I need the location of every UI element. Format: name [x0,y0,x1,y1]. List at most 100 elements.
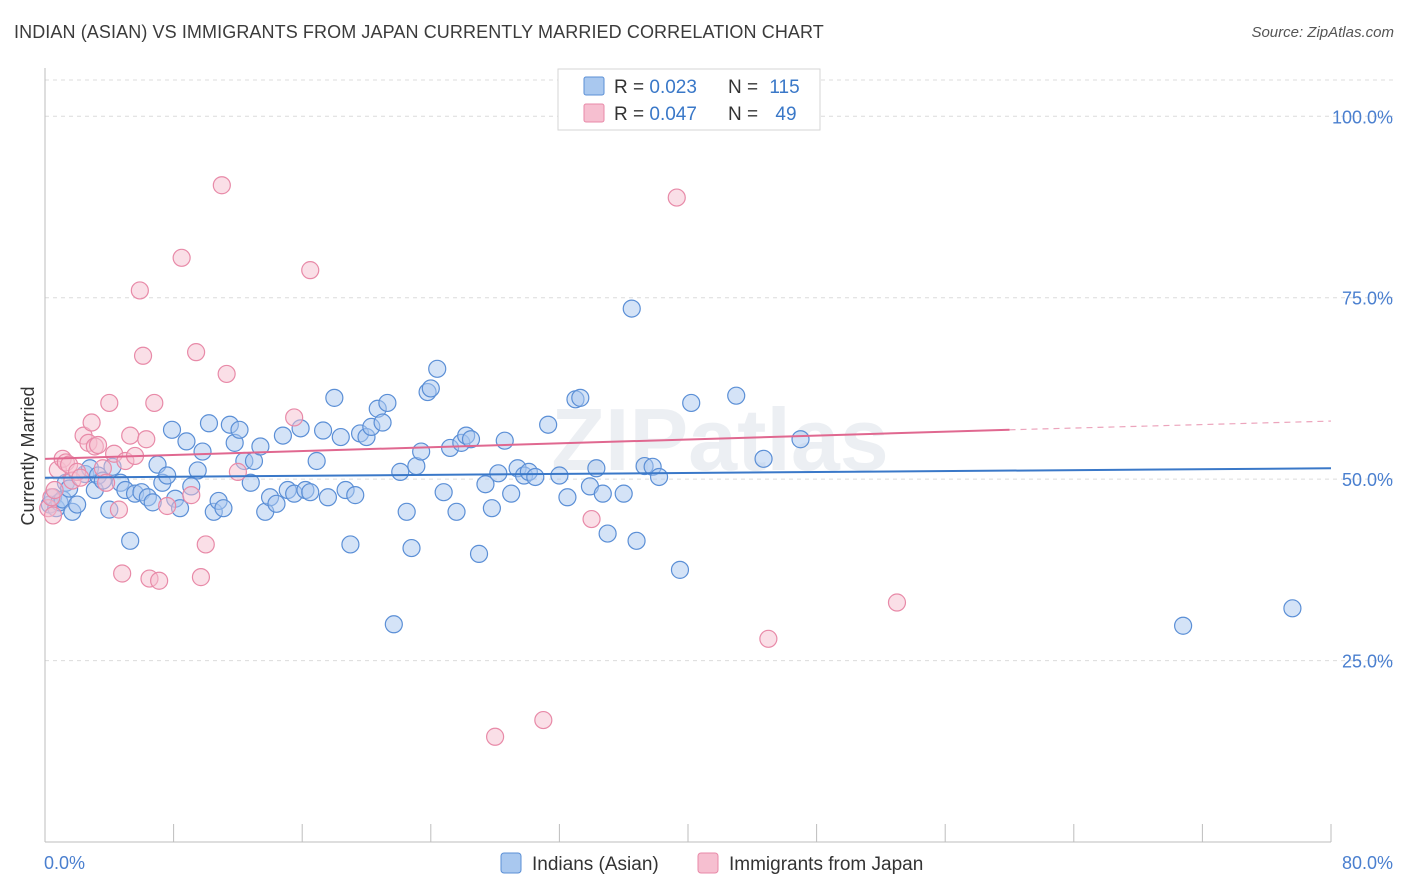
point-indians-asian [447,502,466,521]
point-indians-asian [1174,616,1193,635]
point-immigrants-japan [150,571,169,590]
point-indians-asian [1283,599,1302,618]
point-immigrants-japan [88,435,108,455]
svg-text:N = 115: N = 115 [728,77,800,98]
point-immigrants-japan [191,568,211,587]
point-immigrants-japan [82,413,101,432]
point-indians-asian [318,488,338,507]
point-indians-asian [121,531,140,550]
point-indians-asian [313,421,333,440]
point-indians-asian [476,475,495,494]
grid-lines [45,79,1393,662]
point-indians-asian [428,359,447,378]
point-indians-asian [670,560,690,579]
legend-n-value: 115 [769,77,799,98]
point-indians-asian [421,379,440,398]
legend-r-value: 0.023 [649,77,697,98]
bottom-legend-label-pink: Immigrants from Japan [729,854,923,875]
point-indians-asian [502,484,521,503]
point-immigrants-japan [759,629,778,648]
point-indians-asian [495,431,514,450]
trend-lines [44,420,1332,479]
legend-swatch-blue [583,76,605,96]
point-indians-asian [539,415,558,434]
point-indians-asian [461,430,481,449]
point-immigrants-japan [172,248,191,267]
point-immigrants-japan [145,393,164,413]
point-immigrants-japan [228,462,247,481]
point-immigrants-japan [486,727,505,746]
point-immigrants-japan [301,261,320,280]
y-tick-label: 50.0% [1342,470,1393,490]
axes [44,68,1332,843]
x-tick-label-min: 0.0% [44,853,85,873]
point-indians-asian [341,535,360,554]
point-indians-asian [331,427,350,447]
point-immigrants-japan [43,506,63,525]
point-immigrants-japan [100,393,119,413]
point-indians-asian [526,467,545,487]
point-indians-asian [754,449,773,468]
trend-line-immigrants-japan-extrapolated [1009,420,1332,431]
chart-title: INDIAN (ASIAN) VS IMMIGRANTS FROM JAPAN … [14,22,824,42]
point-immigrants-japan [45,480,64,500]
point-immigrants-japan [137,430,156,449]
point-immigrants-japan [121,426,140,445]
point-indians-asian [550,466,569,485]
point-immigrants-japan [187,343,206,362]
point-indians-asian [727,386,746,405]
point-indians-asian [587,459,606,478]
point-indians-asian [469,544,489,563]
point-immigrants-japan [212,176,231,195]
point-immigrants-japan [133,346,153,365]
legend: R = 0.023 N = 115 R = 0.047 N = 49 [557,68,821,131]
point-indians-asian [230,420,249,439]
point-immigrants-japan [285,408,304,427]
svg-text:R = 0.047: R = 0.047 [614,104,697,125]
point-immigrants-japan [113,564,132,583]
point-indians-asian [391,462,410,481]
point-indians-asian [301,483,320,502]
point-indians-asian [373,413,392,432]
point-indians-asian [267,494,286,513]
point-indians-asian [378,393,397,413]
legend-n-label: N = [728,77,763,98]
point-indians-asian [188,461,207,480]
legend-r-value: 0.047 [649,104,697,125]
point-immigrants-japan [130,281,149,300]
x-tick-labels: 0.0% 80.0% [44,853,1393,873]
point-indians-asian [325,388,344,407]
point-immigrants-japan [196,535,215,554]
point-indians-asian [571,388,590,407]
bottom-legend: Indians (Asian) Immigrants from Japan [500,852,923,875]
point-indians-asian [193,442,212,461]
point-indians-asian [384,615,403,634]
y-tick-label: 75.0% [1342,289,1393,309]
point-indians-asian [434,483,453,502]
legend-swatch-pink [583,103,605,123]
legend-n-value: 49 [775,104,796,125]
point-indians-asian [558,488,577,507]
y-tick-labels: 25.0% 50.0% 75.0% 100.0% [1332,107,1393,671]
point-indians-asian [214,499,233,518]
point-indians-asian [412,442,431,461]
point-indians-asian [397,502,416,521]
point-indians-asian [593,484,612,503]
point-indians-asian [177,432,196,451]
point-indians-asian [627,531,646,550]
point-immigrants-japan [582,509,601,529]
point-indians-asian [307,451,326,471]
point-indians-asian [614,484,633,503]
source-credit: Source: ZipAtlas.com [1251,24,1394,41]
y-axis-label: Currently Married [18,386,38,525]
point-indians-asian [241,473,260,492]
point-indians-asian [199,414,219,433]
point-immigrants-japan [887,593,907,612]
svg-text:N = 49: N = 49 [728,104,797,125]
legend-r-label: R = [614,104,649,125]
point-immigrants-japan [109,500,129,519]
legend-r-label: R = [614,77,649,98]
series-indians-asian [40,299,1302,635]
point-indians-asian [273,426,293,445]
